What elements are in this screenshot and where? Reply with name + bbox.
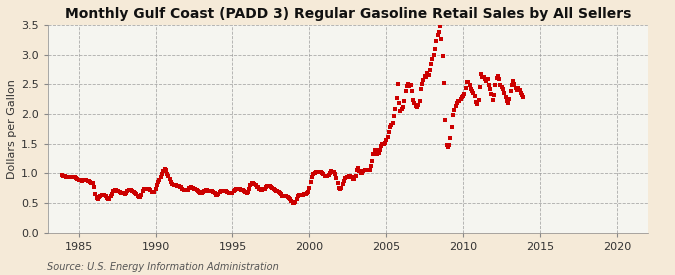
Y-axis label: Dollars per Gallon: Dollars per Gallon (7, 79, 17, 179)
Title: Monthly Gulf Coast (PADD 3) Regular Gasoline Retail Sales by All Sellers: Monthly Gulf Coast (PADD 3) Regular Gaso… (65, 7, 631, 21)
Text: Source: U.S. Energy Information Administration: Source: U.S. Energy Information Administ… (47, 262, 279, 272)
